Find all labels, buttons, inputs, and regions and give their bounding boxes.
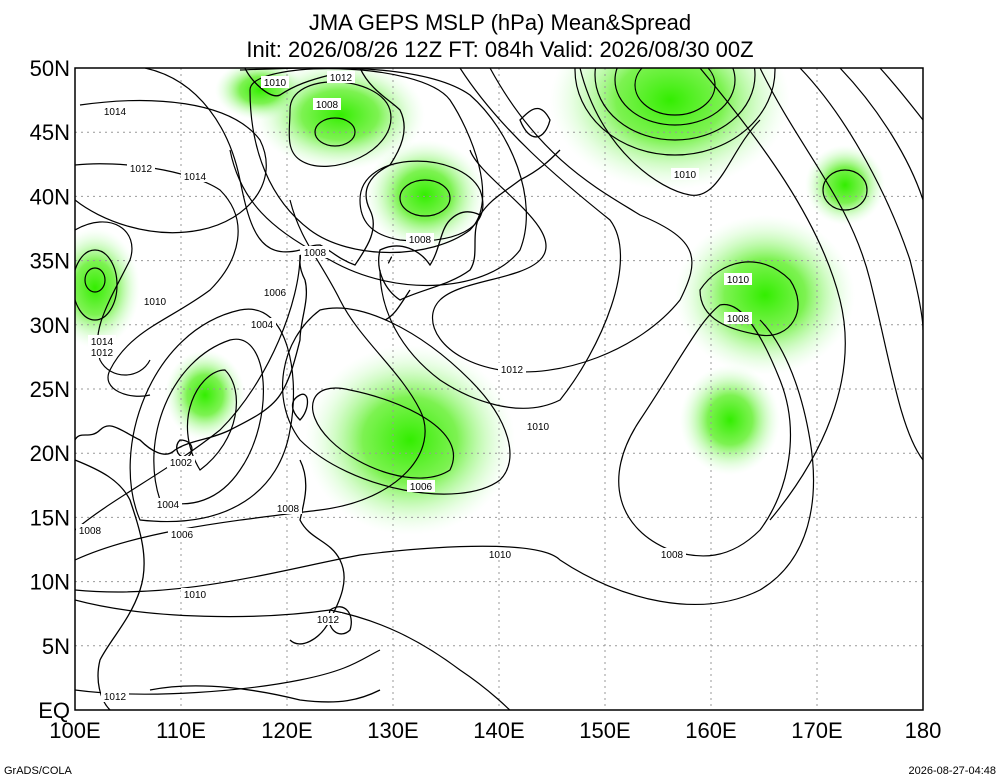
lat-label: 5N — [42, 634, 70, 659]
contour-label-bg — [261, 76, 289, 88]
lat-label: 35N — [30, 249, 70, 274]
contour-label: 1010 — [264, 78, 287, 89]
contour-label: 1008 — [316, 100, 339, 111]
contour-label: 1010 — [184, 590, 207, 601]
contour-label-bg — [88, 335, 116, 347]
lon-label: 130E — [367, 718, 418, 743]
contour-label: 1012 — [91, 348, 114, 359]
contour-label-bg — [167, 456, 195, 468]
contour-label: 1012 — [104, 692, 127, 703]
contour-label: 1008 — [277, 504, 300, 515]
contour-label-bg — [181, 588, 209, 600]
contour-label: 1008 — [661, 550, 684, 561]
contour-label-bg — [671, 168, 699, 180]
contour-label-bg — [248, 318, 276, 330]
contour-label: 1012 — [330, 73, 353, 84]
contour-label-bg — [313, 98, 341, 110]
contour-label: 1002 — [170, 458, 193, 469]
contour-label: 1010 — [727, 275, 750, 286]
contour-label-bg — [101, 105, 129, 117]
contour-label-bg — [154, 498, 182, 510]
contour-label-bg — [301, 246, 329, 258]
contour-label: 1012 — [130, 164, 153, 175]
contour-label: 1004 — [251, 320, 274, 331]
plot-frame — [74, 67, 924, 711]
lon-label: 170E — [791, 718, 842, 743]
lat-label: 10N — [30, 570, 70, 595]
contour-label-bg — [261, 286, 289, 298]
lon-label: 120E — [261, 718, 312, 743]
contour-label: 1008 — [304, 248, 327, 259]
contour-label-bg — [76, 524, 104, 536]
lon-label: 160E — [685, 718, 736, 743]
lon-label: 150E — [579, 718, 630, 743]
contour-label-bg — [524, 420, 552, 432]
contour-label-bg — [724, 273, 752, 285]
contour-label: 1010 — [489, 550, 512, 561]
contour-label-bg — [724, 312, 752, 324]
contour-label-bg — [406, 233, 434, 245]
lat-label: EQ — [38, 698, 70, 723]
lat-label: 15N — [30, 505, 70, 530]
title: JMA GEPS MSLP (hPa) Mean&Spread — [309, 10, 691, 35]
subtitle: Init: 2026/08/26 12Z FT: 084h Valid: 202… — [246, 37, 753, 62]
contour-label: 1012 — [501, 365, 524, 376]
contour-label: 1008 — [409, 235, 432, 246]
contour-label: 1014 — [104, 107, 127, 118]
contour-label: 1010 — [144, 297, 167, 308]
contour-label: 1014 — [91, 337, 114, 348]
contour-label-bg — [486, 548, 514, 560]
lat-label: 20N — [30, 441, 70, 466]
contour-label: 1014 — [184, 172, 207, 183]
lat-label: 45N — [30, 120, 70, 145]
contour-label-bg — [168, 528, 196, 540]
contour-label: 1004 — [157, 500, 180, 511]
contour-label-bg — [407, 480, 435, 492]
lat-label: 40N — [30, 184, 70, 209]
contour-label-bg — [88, 346, 116, 358]
contour-label-bg — [127, 162, 155, 174]
contour-label-bg — [327, 71, 355, 83]
contour-label: 1010 — [527, 422, 550, 433]
lat-label: 30N — [30, 313, 70, 338]
lat-label: 25N — [30, 377, 70, 402]
contour-label-bg — [314, 613, 342, 625]
footer-right: 2026-08-27-04:48 — [909, 765, 996, 777]
lon-label: 110E — [156, 718, 206, 743]
contour-label: 1010 — [674, 170, 697, 181]
contour-label: 1006 — [171, 530, 194, 541]
lon-label: 180 — [905, 718, 942, 743]
contour-label: 1012 — [317, 615, 340, 626]
contour-label: 1008 — [79, 526, 102, 537]
footer-left: GrADS/COLA — [4, 765, 73, 777]
contour-label: 1006 — [264, 288, 287, 299]
lat-label: 50N — [30, 56, 70, 81]
contour-label-bg — [141, 295, 169, 307]
lon-label: 140E — [473, 718, 524, 743]
contour-label-bg — [181, 170, 209, 182]
contour-label-bg — [658, 548, 686, 560]
contour-label: 1008 — [727, 314, 750, 325]
contour-label: 1006 — [410, 482, 433, 493]
contour-label-bg — [274, 502, 302, 514]
contour-label-bg — [101, 690, 129, 702]
lon-label: 100E — [49, 718, 100, 743]
contour-label-bg — [498, 363, 526, 375]
